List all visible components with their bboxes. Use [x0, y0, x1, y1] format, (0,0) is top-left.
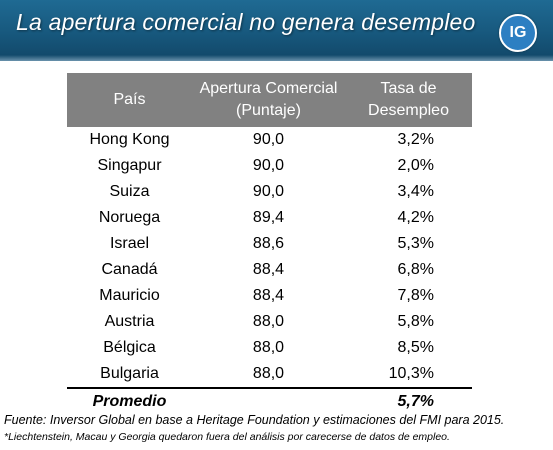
table-row: Suiza 90,0 3,4% — [67, 179, 472, 205]
table-header-row: País Apertura Comercial (Puntaje) Tasa d… — [67, 73, 472, 127]
table-row: Bulgaria 88,0 10,3% — [67, 361, 472, 388]
country-cell: Noruega — [98, 209, 161, 226]
openness-score-cell: 88,4 — [252, 261, 285, 278]
table-row: Hong Kong 90,0 3,2% — [67, 127, 472, 153]
country-cell: Hong Kong — [89, 131, 170, 148]
average-openness-cell — [192, 387, 345, 415]
openness-score-cell: 88,6 — [252, 235, 285, 252]
table-row: Austria 88,0 5,8% — [67, 309, 472, 335]
source-note: Fuente: Inversor Global en base a Herita… — [4, 413, 505, 427]
openness-score-cell: 89,4 — [252, 209, 285, 226]
openness-score-cell: 90,0 — [252, 131, 285, 148]
data-table: País Apertura Comercial (Puntaje) Tasa d… — [67, 73, 472, 415]
column-header-openness: Apertura Comercial (Puntaje) — [192, 73, 345, 127]
openness-score-cell: 88,0 — [252, 313, 285, 330]
country-cell: Mauricio — [99, 287, 160, 304]
average-label: Promedio — [67, 387, 192, 415]
unemployment-rate-cell: 8,5% — [397, 339, 434, 356]
openness-score-cell: 90,0 — [252, 157, 285, 174]
country-cell: Canadá — [101, 261, 158, 278]
unemployment-rate-cell: 10,3% — [388, 365, 434, 382]
country-cell: Bélgica — [103, 339, 156, 356]
unemployment-rate-cell: 2,0% — [397, 157, 434, 174]
country-cell: Bulgaria — [100, 365, 159, 382]
unemployment-rate-cell: 6,8% — [397, 261, 434, 278]
table-row: Noruega 89,4 4,2% — [67, 205, 472, 231]
average-row: Promedio 5,7% — [67, 387, 472, 415]
table-body: Hong Kong 90,0 3,2% Singapur 90,0 2,0% Suiza 90… — [67, 127, 472, 388]
country-cell: Singapur — [97, 157, 162, 174]
page-title: La apertura comercial no genera desemple… — [16, 9, 476, 35]
unemployment-rate-cell: 7,8% — [397, 287, 434, 304]
table-row: Bélgica 88,0 8,5% — [67, 335, 472, 361]
country-cell: Israel — [109, 235, 150, 252]
unemployment-rate-cell: 3,4% — [397, 183, 434, 200]
openness-score-cell: 88,0 — [252, 339, 285, 356]
openness-score-cell: 88,4 — [252, 287, 285, 304]
table-row: Mauricio 88,4 7,8% — [67, 283, 472, 309]
unemployment-rate-cell: 5,8% — [397, 313, 434, 330]
average-value: 5,7% — [345, 387, 472, 415]
openness-score-cell: 90,0 — [252, 183, 285, 200]
column-header-country: País — [67, 73, 192, 127]
table-row: Singapur 90,0 2,0% — [67, 153, 472, 179]
footnote: *Liechtenstein, Macau y Georgia quedaron… — [4, 431, 450, 443]
table-row: Canadá 88,4 6,8% — [67, 257, 472, 283]
column-header-unemployment: Tasa de Desempleo — [345, 73, 472, 127]
title-banner: La apertura comercial no genera desemple… — [0, 0, 553, 61]
ig-logo: IG — [499, 14, 537, 52]
country-cell: Suiza — [109, 183, 150, 200]
country-cell: Austria — [104, 313, 155, 330]
openness-score-cell: 88,0 — [252, 365, 285, 382]
unemployment-rate-cell: 3,2% — [397, 131, 434, 148]
unemployment-rate-cell: 5,3% — [397, 235, 434, 252]
unemployment-rate-cell: 4,2% — [397, 209, 434, 226]
table-row: Israel 88,6 5,3% — [67, 231, 472, 257]
